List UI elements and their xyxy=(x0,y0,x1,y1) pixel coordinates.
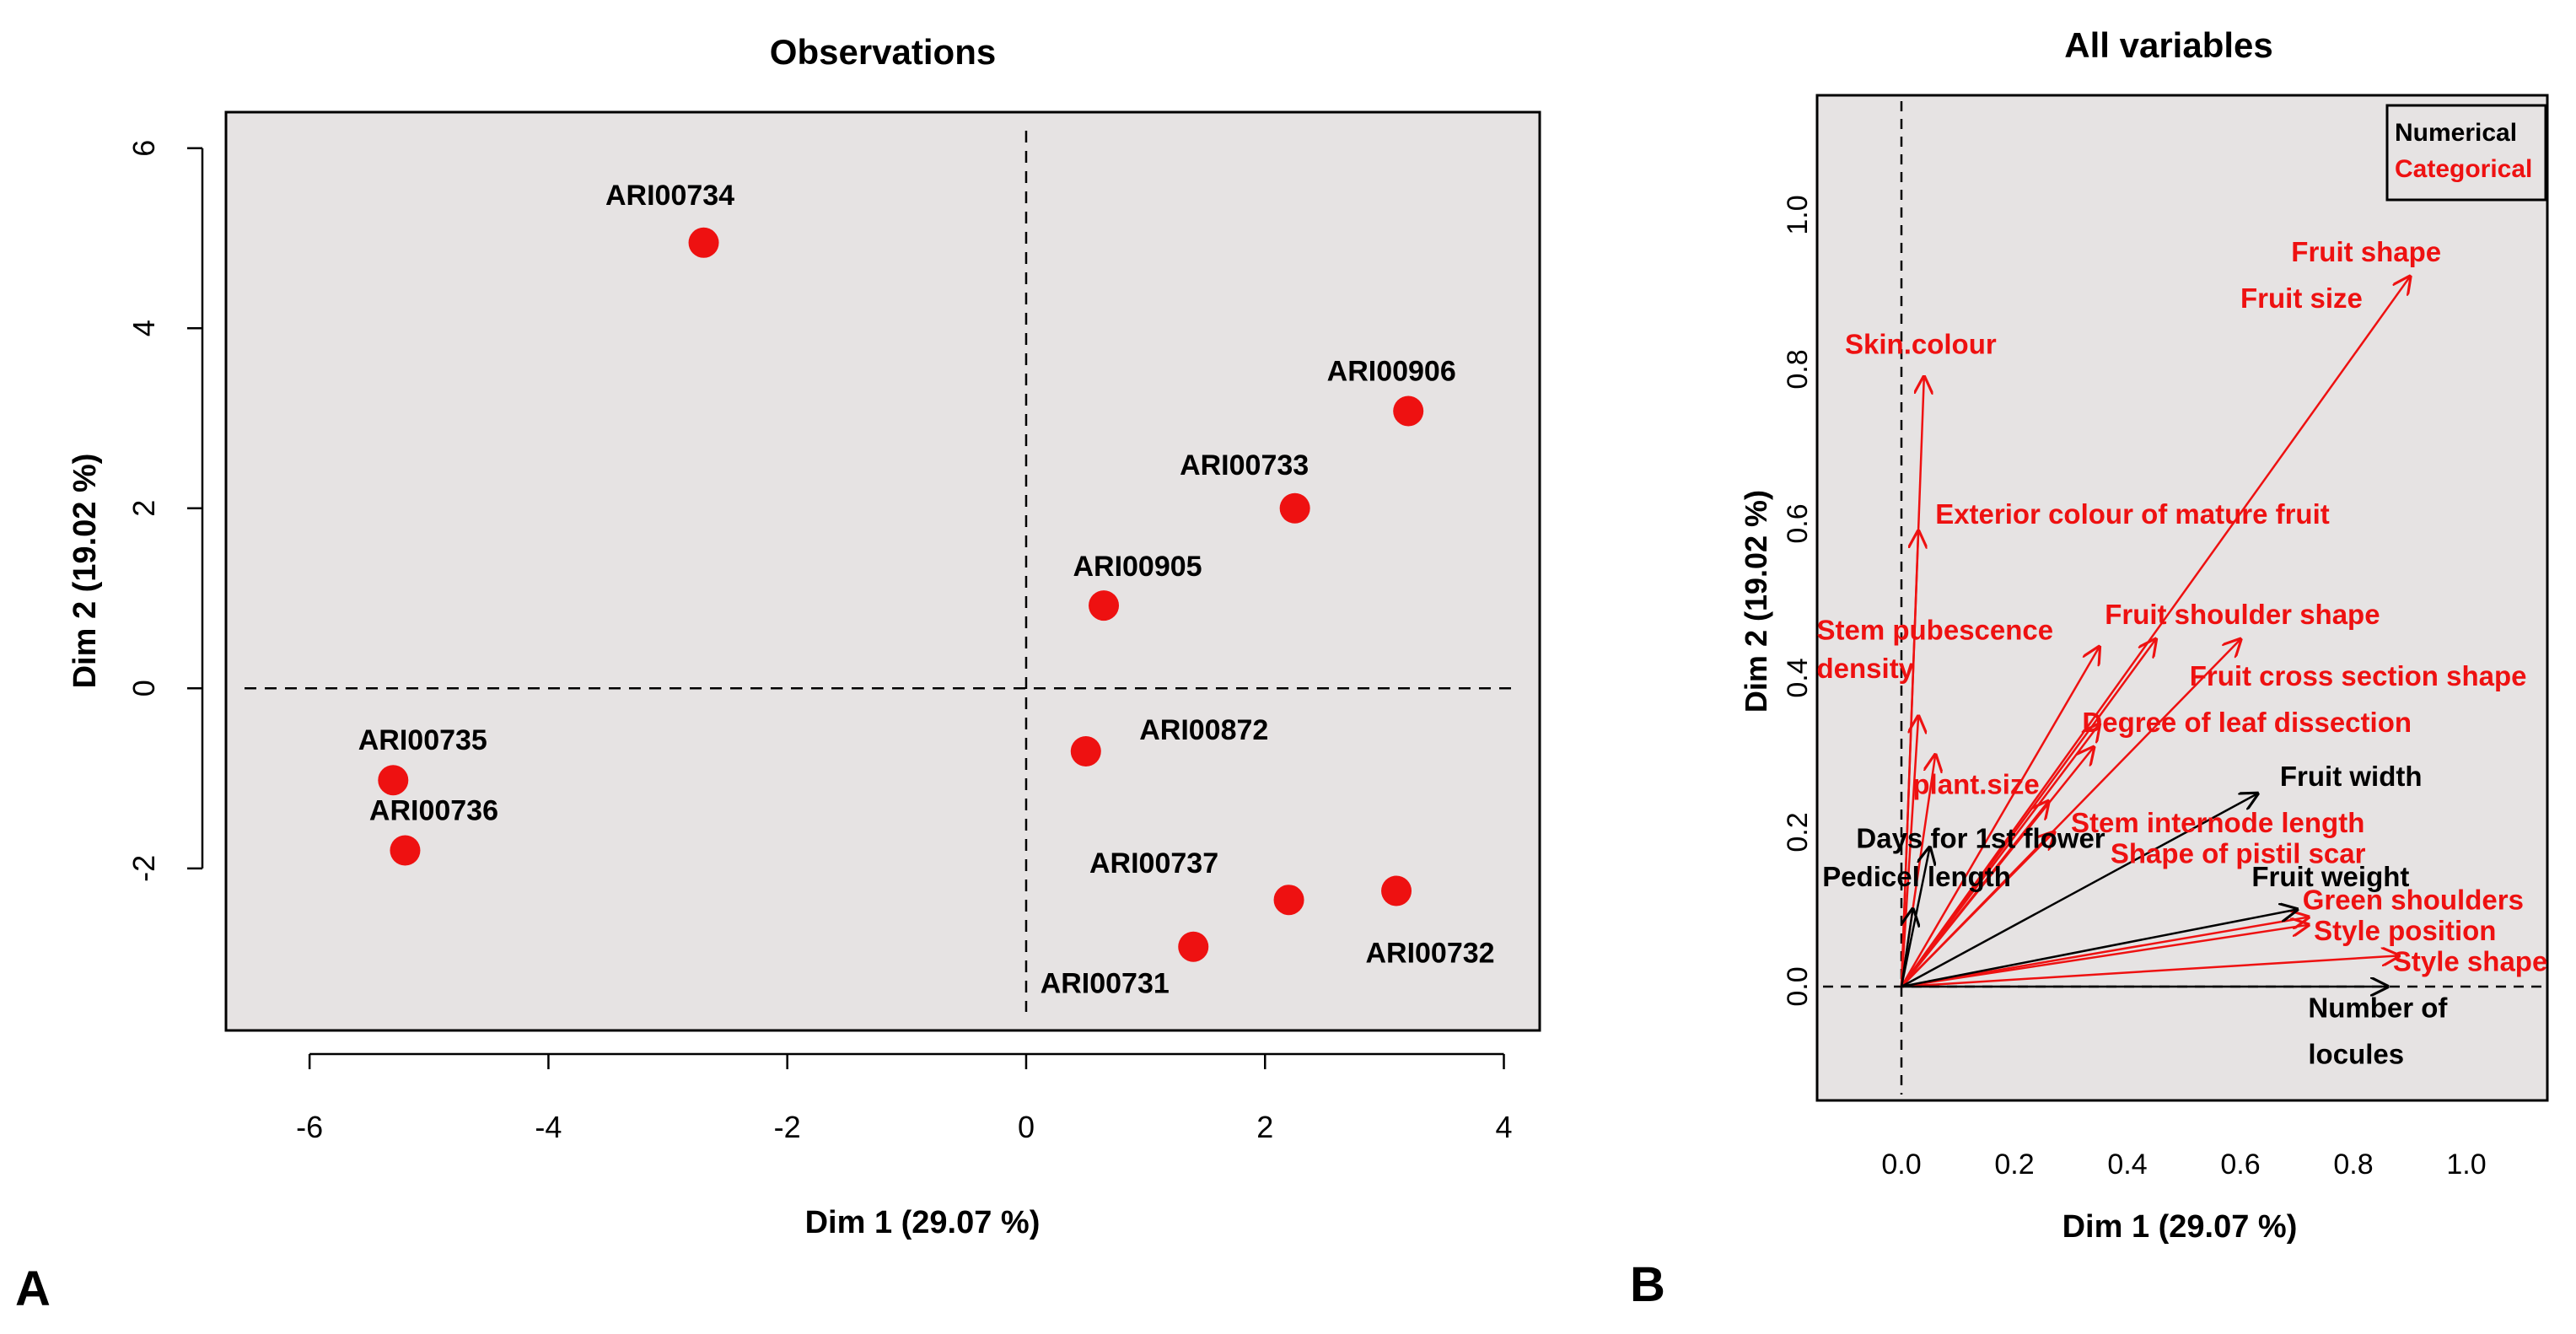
categorical-variable-label: Fruit cross section shape xyxy=(2190,660,2527,691)
categorical-variable-label: Shape of pistil scar xyxy=(2111,838,2366,869)
panel-b-y-tick-label: 0.0 xyxy=(1782,966,1814,1006)
observation-point xyxy=(1178,931,1209,962)
observation-label: ARI00735 xyxy=(358,724,487,756)
panel-a-title: Observations xyxy=(770,32,996,72)
numerical-variable-arrow xyxy=(1900,910,1912,987)
panel-a-x-tick-label: -2 xyxy=(774,1110,801,1144)
numerical-variable-arrow xyxy=(1901,793,2257,988)
observation-point xyxy=(688,227,719,258)
observation-point xyxy=(1273,885,1304,916)
numerical-variable-label: Number of xyxy=(2308,992,2448,1024)
categorical-variable-label: Skin.colour xyxy=(1845,329,1997,360)
panel-b-x-tick-label: 0.2 xyxy=(1994,1148,2034,1181)
numerical-variable-label: locules xyxy=(2308,1039,2404,1070)
observation-point xyxy=(1393,395,1424,427)
panel-b-legend: Numerical Categorical xyxy=(2385,104,2547,202)
panel-b-y-tick-label: 0.8 xyxy=(1782,349,1814,389)
numerical-variable-label: Fruit weight xyxy=(2251,861,2409,892)
panel-b-x-tick-label: 0.8 xyxy=(2333,1148,2373,1181)
panel-b-variables: All variables Dim 1 (29.07 %) Dim 2 (19.… xyxy=(1630,25,2549,1312)
panel-b-x-tick-label: 0.4 xyxy=(2107,1148,2147,1181)
categorical-variable-arrow xyxy=(1901,925,2308,988)
panel-a-letter: A xyxy=(15,1261,51,1316)
categorical-variable-label: Stem pubescence xyxy=(1817,614,2054,645)
categorical-variable-label: Fruit shoulder shape xyxy=(2105,599,2380,630)
categorical-variable-arrow xyxy=(1901,832,2054,987)
panel-a-x-tick-label: 4 xyxy=(1495,1110,1512,1144)
panel-a-y-tick-label: 2 xyxy=(126,500,161,517)
panel-a-x-tick-label: 2 xyxy=(1256,1110,1273,1144)
categorical-variable-label: Fruit shape xyxy=(2291,236,2441,267)
categorical-variable-label: Style shape xyxy=(2393,946,2547,977)
categorical-variable-label: Degree of leaf dissection xyxy=(2082,707,2412,738)
observation-point xyxy=(390,835,421,866)
panel-a-x-axis-label: Dim 1 (29.07 %) xyxy=(805,1205,1041,1240)
observation-point xyxy=(378,765,409,796)
observation-label: ARI00872 xyxy=(1139,714,1268,746)
categorical-variable-arrow xyxy=(1901,917,2308,988)
panel-a-plot-background xyxy=(224,110,1541,1032)
observation-label: ARI00905 xyxy=(1073,551,1202,583)
panel-b-arrows xyxy=(1900,277,2410,988)
observation-label: ARI00734 xyxy=(605,180,734,212)
observation-label: ARI00906 xyxy=(1327,355,1456,387)
categorical-variable-label: plant.size xyxy=(1912,768,2039,799)
legend-box xyxy=(2385,104,2547,202)
categorical-variable-arrow xyxy=(1900,277,2410,987)
observation-point xyxy=(1070,736,1101,767)
categorical-variable-arrow xyxy=(1900,717,1918,987)
panel-b-y-tick-label: 0.4 xyxy=(1782,658,1814,697)
numerical-variable-label: Days for 1st flower xyxy=(1856,822,2105,853)
panel-b-y-tick-label: 1.0 xyxy=(1782,195,1814,234)
panel-a-y-tick-label: 4 xyxy=(126,320,161,336)
observation-label: ARI00731 xyxy=(1041,968,1170,1000)
numerical-variable-label: Pedicel length xyxy=(1822,861,2011,892)
panel-b-y-tick-label: 0.2 xyxy=(1782,812,1814,852)
panel-a-reference-lines xyxy=(245,131,1518,1012)
categorical-variable-label: Green shoulders xyxy=(2303,885,2524,916)
panel-b-variable-labels: Fruit shape Fruit size Skin.colour Exterior… xyxy=(1817,236,2548,1070)
legend-categorical: Categorical xyxy=(2395,155,2532,183)
panel-b-x-tick-label: 0.0 xyxy=(1881,1148,1921,1181)
observation-point xyxy=(1279,492,1310,524)
panel-b-x-axis-label: Dim 1 (29.07 %) xyxy=(2062,1209,2298,1245)
panel-a-x-tick-label: 0 xyxy=(1018,1110,1035,1144)
panel-a-points xyxy=(378,227,1424,962)
observation-label: ARI00732 xyxy=(1365,938,1494,970)
categorical-variable-label: Style position xyxy=(2314,915,2496,946)
panel-b-y-axis-label: Dim 2 (19.02 %) xyxy=(1739,490,1773,713)
observation-point xyxy=(1089,590,1120,621)
categorical-variable-label: Stem internode length xyxy=(2071,807,2364,838)
legend-numerical: Numerical xyxy=(2395,119,2517,147)
numerical-variable-arrow xyxy=(1901,910,2297,988)
panel-a-axes: -6 -4 -2 0 2 4 -2 0 2 4 6 xyxy=(126,140,1513,1144)
categorical-variable-label: density xyxy=(1817,653,1915,684)
categorical-variable-label: Exterior colour of mature fruit xyxy=(1935,498,2330,530)
panel-a-y-tick-label: 6 xyxy=(126,140,161,157)
panel-b-x-tick-label: 1.0 xyxy=(2446,1148,2486,1181)
panel-a-y-axis-label: Dim 2 (19.02 %) xyxy=(67,454,103,689)
numerical-variable-label: Fruit width xyxy=(2280,761,2423,792)
observation-label: ARI00733 xyxy=(1180,449,1309,481)
categorical-variable-arrow xyxy=(1900,647,2100,987)
panel-b-x-tick-label: 0.6 xyxy=(2220,1148,2260,1181)
categorical-variable-arrow xyxy=(1901,955,2399,988)
observation-point xyxy=(1381,875,1412,906)
observation-label: ARI00737 xyxy=(1089,847,1218,879)
panel-a-y-tick-label: -2 xyxy=(126,855,161,882)
categorical-variable-label: Fruit size xyxy=(2240,282,2363,314)
panel-b-y-tick-label: 0.6 xyxy=(1782,503,1814,543)
panel-b-axes: 0.0 0.2 0.4 0.6 0.8 1.0 0.0 0.2 0.4 0.6 0.8 1.0 xyxy=(1782,195,2487,1181)
categorical-variable-arrow xyxy=(1901,724,2100,987)
panel-a-y-tick-label: 0 xyxy=(126,680,161,697)
panel-a-point-labels: ARI00734 ARI00906 ARI00733 ARI00905 ARI00872… xyxy=(358,180,1495,1000)
panel-b-letter: B xyxy=(1630,1257,1665,1312)
panel-a-x-tick-label: -6 xyxy=(296,1110,323,1144)
categorical-variable-arrow xyxy=(1901,801,2048,987)
panel-b-title: All variables xyxy=(2064,25,2272,65)
panel-a-observations: Observations Dim 1 (29.07 %) Dim 2 (19.0… xyxy=(15,32,1541,1316)
panel-a-x-tick-label: -4 xyxy=(535,1110,562,1144)
observation-label: ARI00736 xyxy=(369,794,498,826)
